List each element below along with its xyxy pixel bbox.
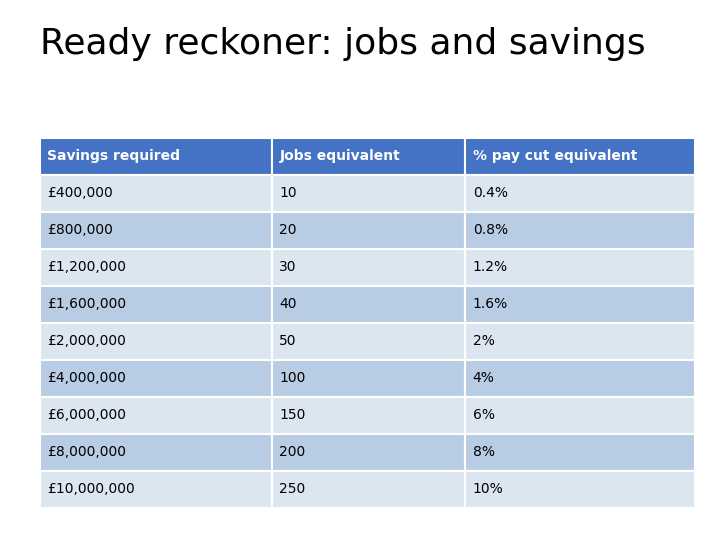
Bar: [465, 434, 695, 471]
Text: 1.6%: 1.6%: [472, 297, 508, 311]
Bar: [272, 286, 465, 322]
Bar: [40, 175, 272, 212]
Bar: [465, 360, 695, 396]
Text: £1,600,000: £1,600,000: [47, 297, 126, 311]
Text: £800,000: £800,000: [47, 223, 112, 237]
Text: 40: 40: [279, 297, 297, 311]
Bar: [272, 248, 465, 286]
Text: 20: 20: [279, 223, 297, 237]
Text: 0.4%: 0.4%: [472, 186, 508, 200]
Text: Jobs equivalent: Jobs equivalent: [279, 149, 400, 163]
Bar: [465, 248, 695, 286]
Text: 200: 200: [279, 445, 306, 459]
Bar: [272, 175, 465, 212]
Text: 10%: 10%: [472, 482, 503, 496]
Bar: [465, 175, 695, 212]
Bar: [40, 212, 272, 248]
Text: 4%: 4%: [472, 371, 495, 385]
Text: 150: 150: [279, 408, 306, 422]
Text: Savings required: Savings required: [47, 149, 180, 163]
Text: 50: 50: [279, 334, 297, 348]
Bar: [272, 396, 465, 434]
Text: 0.8%: 0.8%: [472, 223, 508, 237]
Bar: [465, 396, 695, 434]
Bar: [272, 471, 465, 508]
Text: 10: 10: [279, 186, 297, 200]
Bar: [40, 471, 272, 508]
Bar: [272, 434, 465, 471]
Text: 30: 30: [279, 260, 297, 274]
Bar: [272, 212, 465, 248]
Text: £4,000,000: £4,000,000: [47, 371, 126, 385]
Bar: [465, 471, 695, 508]
Text: £8,000,000: £8,000,000: [47, 445, 126, 459]
Bar: [40, 360, 272, 396]
Bar: [465, 138, 695, 175]
Text: 100: 100: [279, 371, 306, 385]
Text: 6%: 6%: [472, 408, 495, 422]
Bar: [40, 286, 272, 322]
Bar: [40, 138, 272, 175]
Text: £6,000,000: £6,000,000: [47, 408, 126, 422]
Bar: [272, 322, 465, 360]
Text: £10,000,000: £10,000,000: [47, 482, 135, 496]
Text: % pay cut equivalent: % pay cut equivalent: [472, 149, 637, 163]
Bar: [465, 286, 695, 322]
Text: 2%: 2%: [472, 334, 495, 348]
Bar: [465, 212, 695, 248]
Text: 8%: 8%: [472, 445, 495, 459]
Bar: [40, 248, 272, 286]
Text: £400,000: £400,000: [47, 186, 112, 200]
Bar: [272, 138, 465, 175]
Text: £1,200,000: £1,200,000: [47, 260, 126, 274]
Bar: [40, 322, 272, 360]
Text: £2,000,000: £2,000,000: [47, 334, 126, 348]
Bar: [272, 360, 465, 396]
Text: 250: 250: [279, 482, 306, 496]
Bar: [40, 396, 272, 434]
Bar: [465, 322, 695, 360]
Text: 1.2%: 1.2%: [472, 260, 508, 274]
Text: Ready reckoner: jobs and savings: Ready reckoner: jobs and savings: [40, 27, 645, 61]
Bar: [40, 434, 272, 471]
